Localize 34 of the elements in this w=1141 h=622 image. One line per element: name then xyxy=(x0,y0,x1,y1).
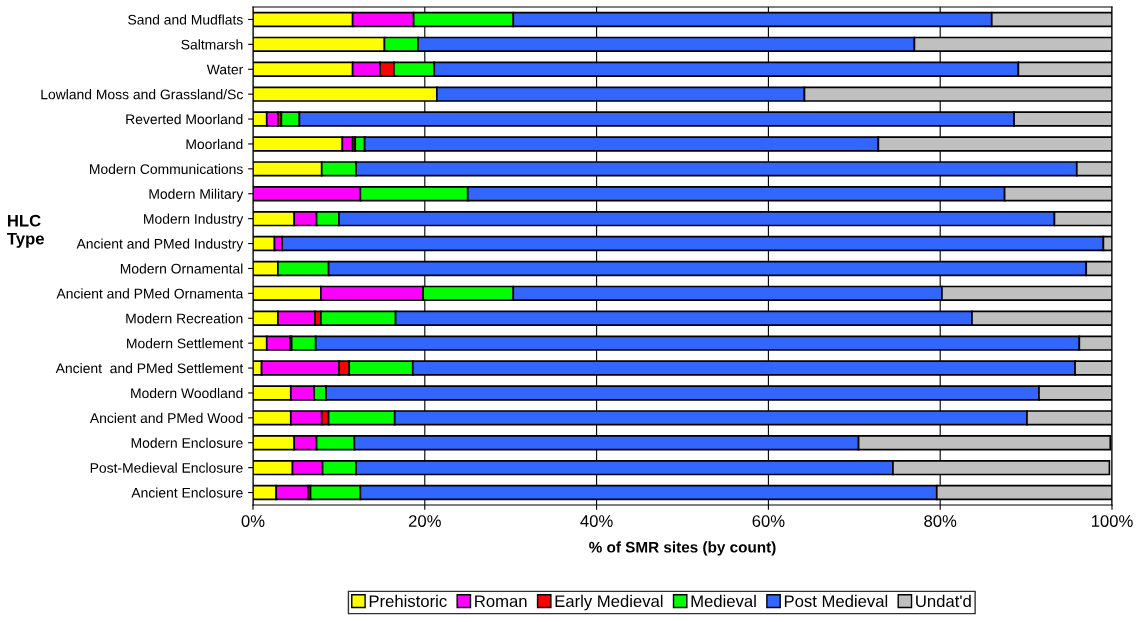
x-tick-label: 20% xyxy=(408,515,441,527)
x-tick-label: 80% xyxy=(924,515,957,527)
y-tick-label: Ancient and PMed Wood xyxy=(89,412,243,424)
x-axis-title: % of SMR sites (by count) xyxy=(589,541,776,556)
y-tick-label: Modern Woodland xyxy=(131,387,243,399)
x-tick-label: 100% xyxy=(1091,515,1133,527)
legend-label: Post Medieval xyxy=(784,594,888,608)
y-tick-label: Sand and Mudflats xyxy=(128,14,243,25)
y-tick-label: Moorland xyxy=(186,138,243,150)
legend-label: Undat'd xyxy=(916,594,971,608)
legend-label: Medieval xyxy=(691,594,756,608)
y-tick-label: Modern Military xyxy=(149,188,244,202)
y-tick-label: Modern Ornamental xyxy=(120,263,243,274)
y-axis-title: HLC Type xyxy=(7,214,44,248)
y-tick-label: Ancient and PMed Settlement xyxy=(55,363,244,374)
y-tick-label: Modern Settlement xyxy=(127,338,244,349)
legend-label: Roman xyxy=(475,595,527,608)
legend-label: Prehistoric xyxy=(369,594,447,608)
y-tick-label: Ancient and PMed Industry xyxy=(76,238,244,252)
legend-label: Early Medieval xyxy=(555,594,663,611)
y-tick-label: Ancient and PMed Ornamenta xyxy=(56,288,244,299)
y-tick-label: Saltmarsh xyxy=(181,39,243,50)
y-tick-label: Post-Medieval Enclosure xyxy=(90,462,243,473)
x-tick-label: 40% xyxy=(580,515,613,527)
x-tick-label: 60% xyxy=(752,515,785,527)
y-tick-label: Reverted Moorland xyxy=(126,114,243,125)
y-tick-label: Modern Enclosure xyxy=(131,437,243,448)
y-tick-label: Ancient Enclosure xyxy=(131,487,243,498)
y-tick-label: Water xyxy=(206,64,244,75)
y-tick-label: Lowland Moss and Grassland/Sc xyxy=(41,89,243,100)
y-tick-label: Modern Industry xyxy=(144,213,244,227)
y-tick-label: Modern Communications xyxy=(90,163,243,175)
y-tick-label: Modern Recreation xyxy=(126,313,243,324)
x-tick-label: 0% xyxy=(241,515,265,527)
